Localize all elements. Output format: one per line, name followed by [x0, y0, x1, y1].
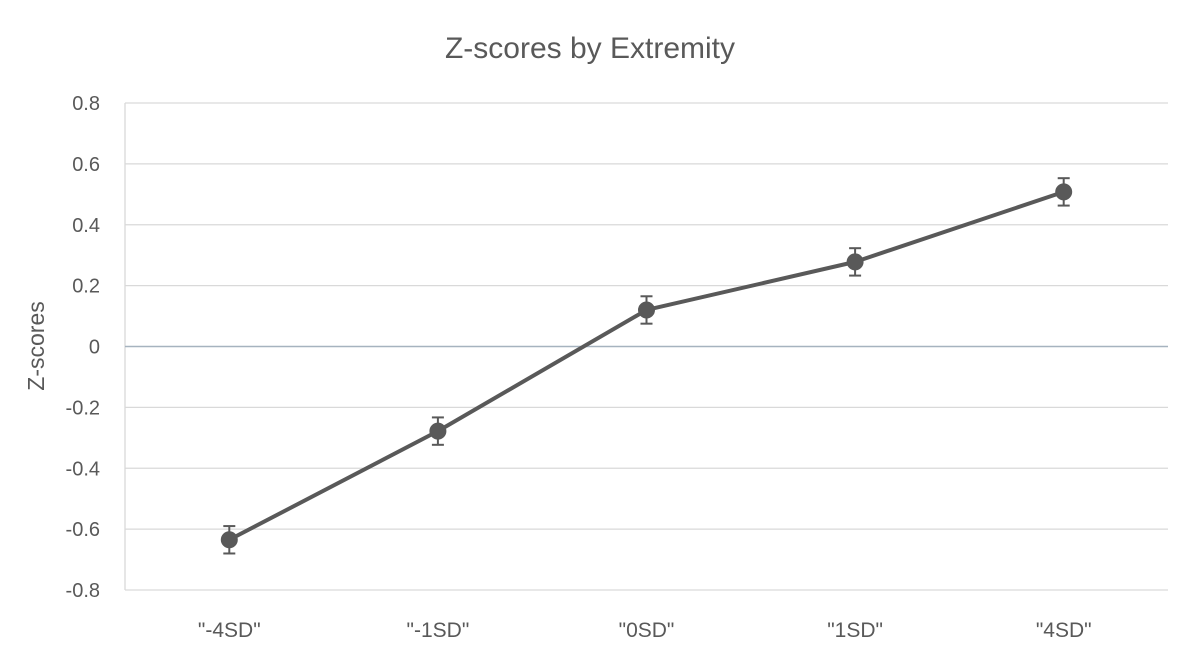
y-axis-label: Z-scores [23, 301, 49, 390]
y-tick-label: -0.6 [66, 519, 100, 541]
gridlines [124, 102, 1168, 591]
y-tick-label: -0.8 [66, 580, 100, 602]
data-point [638, 301, 655, 319]
data-point [846, 253, 864, 271]
x-tick-label: "-1SD" [407, 619, 470, 642]
y-tick-label: 0.4 [72, 215, 100, 237]
series-line [227, 189, 1066, 542]
x-tick-label: "4SD" [1036, 619, 1092, 642]
data-point [429, 422, 447, 440]
x-tick-label: "1SD" [827, 619, 883, 642]
y-tick-label: -0.2 [66, 397, 100, 419]
y-tick-label: 0.6 [72, 154, 100, 176]
x-tick-label: "0SD" [619, 619, 675, 642]
y-tick-label: 0.2 [72, 276, 100, 298]
data-point [220, 531, 238, 549]
chart-title: Z-scores by Extremity [445, 32, 735, 65]
x-axis-ticks: "-4SD" "-1SD" "0SD" "1SD" "4SD" [198, 619, 1092, 642]
y-tick-label: 0.8 [72, 93, 100, 115]
y-tick-label: -0.4 [66, 458, 100, 480]
y-tick-label: 0 [89, 337, 100, 359]
series-layer [220, 177, 1073, 555]
y-axis-ticks: -0.8 -0.6 -0.4 -0.2 0 0.2 0.4 0.6 0.8 [66, 93, 100, 602]
data-point [1055, 183, 1073, 201]
x-tick-label: "-4SD" [198, 619, 261, 642]
